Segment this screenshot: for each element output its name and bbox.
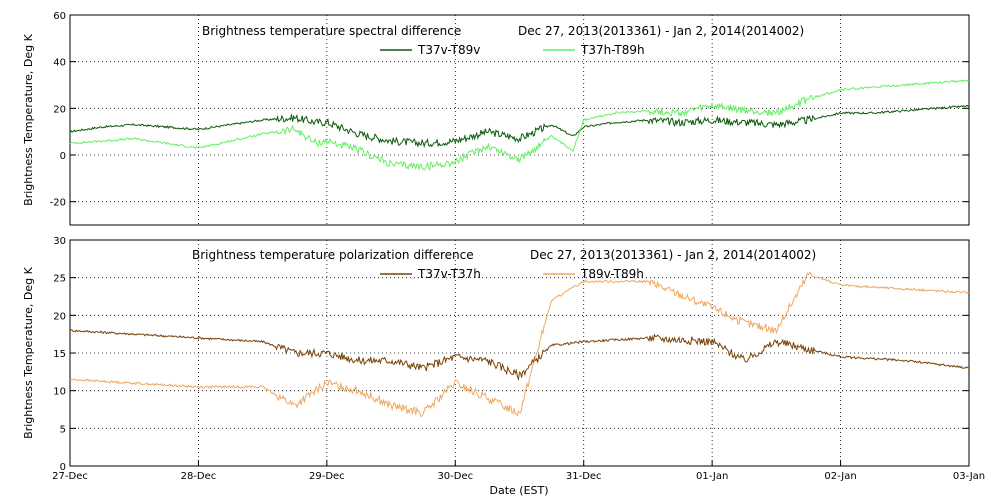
y-tick-label: 15 <box>53 349 66 360</box>
legend-label-t89v-t89h: T89v-T89h <box>580 267 644 281</box>
y-tick-label: 30 <box>53 236 66 247</box>
x-tick-label: 01-Jan <box>696 471 728 482</box>
y-tick-label: 20 <box>53 311 66 322</box>
y-tick-label: 5 <box>60 424 66 435</box>
chart-date-range: Dec 27, 2013(2013361) - Jan 2, 2014(2014… <box>518 24 804 38</box>
x-tick-label: 29-Dec <box>309 471 345 482</box>
series-line-t37v-t37h <box>69 329 970 382</box>
legend-label-t37v-t37h: T37v-T37h <box>417 267 481 281</box>
legend-label-t37h-t89h: T37h-T89h <box>580 43 645 57</box>
x-tick-label: 30-Dec <box>437 471 473 482</box>
y-tick-label: 10 <box>53 387 66 398</box>
x-tick-label: 27-Dec <box>52 471 88 482</box>
series-line-t37h-t89h <box>69 79 970 171</box>
y-axis-title: Brightness Temperature, Deg K <box>22 266 35 438</box>
series-line-t89v-t89h <box>69 271 970 418</box>
chart-title: Brightness temperature polarization diff… <box>192 248 474 262</box>
y-tick-label: 20 <box>53 104 66 115</box>
y-tick-label: 40 <box>53 58 66 69</box>
x-tick-label: 31-Dec <box>566 471 602 482</box>
y-axis-title: Brightness Temperature, Deg K <box>22 33 35 205</box>
legend: T37v-T37h T89v-T89h <box>380 267 644 281</box>
x-tick-label: 03-Jan <box>953 471 985 482</box>
y-tick-label: 0 <box>60 151 66 162</box>
chart-title: Brightness temperature spectral differen… <box>202 24 461 38</box>
y-tick-label: 60 <box>53 11 66 22</box>
x-axis-ticks: 27-Dec 28-Dec 29-Dec 30-Dec 31-Dec 01-Jan 02-J… <box>52 460 985 482</box>
chart-date-range: Dec 27, 2013(2013361) - Jan 2, 2014(2014… <box>530 248 816 262</box>
y-tick-label: -20 <box>50 198 66 209</box>
plot-frame <box>69 14 970 226</box>
x-tick-label: 28-Dec <box>181 471 217 482</box>
y-axis-ticks: -20 0 20 40 60 <box>50 11 969 209</box>
series-line-t37v-t89v <box>69 104 970 149</box>
series-lines <box>69 271 970 418</box>
legend: T37v-T89v T37h-T89h <box>380 43 645 57</box>
x-axis-title: Date (EST) <box>489 484 548 497</box>
gridlines <box>70 240 969 466</box>
x-tick-label: 02-Jan <box>824 471 856 482</box>
spectral-difference-panel: -20 0 20 40 60 Brightness temperature spectr… <box>22 11 970 226</box>
y-tick-label: 25 <box>53 274 66 285</box>
legend-label-t37v-t89v: T37v-T89v <box>417 43 480 57</box>
y-axis-ticks: 0 5 10 15 20 25 30 <box>53 236 969 473</box>
series-lines <box>69 79 970 171</box>
y-tick-label: 0 <box>60 462 66 473</box>
polarization-difference-panel: 0 5 10 15 20 25 30 27-Dec 28-Dec 29-Dec 30-Dec 31-… <box>22 236 985 497</box>
